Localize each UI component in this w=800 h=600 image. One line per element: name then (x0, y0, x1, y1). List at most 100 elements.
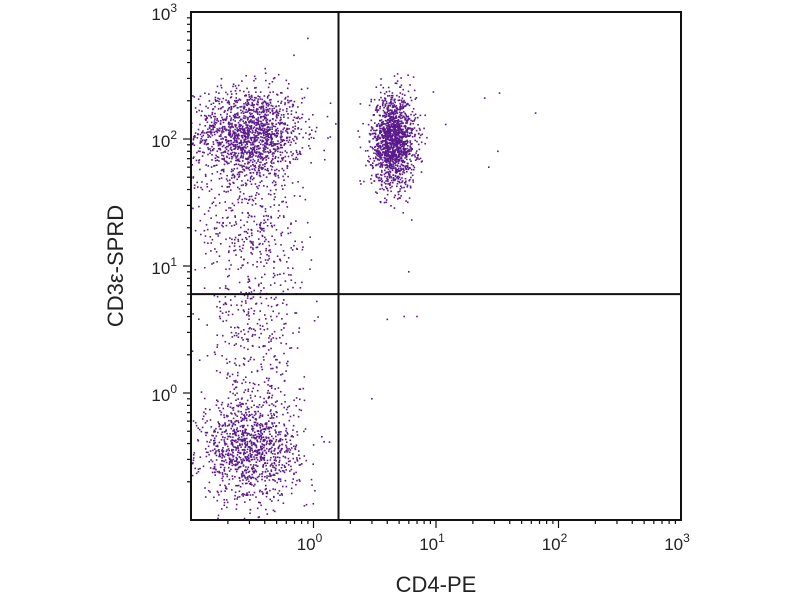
data-point (383, 97, 386, 99)
data-point (411, 143, 413, 145)
data-point (225, 178, 228, 180)
data-point (273, 422, 276, 424)
data-point (249, 454, 252, 456)
data-point (293, 195, 296, 197)
data-point (248, 107, 250, 110)
data-point (270, 387, 273, 389)
data-point (260, 153, 263, 155)
data-point (383, 151, 386, 153)
data-point (391, 140, 393, 142)
data-point (370, 98, 373, 101)
data-point (200, 186, 202, 189)
data-point (393, 167, 395, 169)
data-point (408, 118, 411, 120)
data-point (192, 95, 194, 97)
data-point (263, 446, 265, 449)
data-point (234, 491, 237, 494)
data-point (259, 153, 262, 156)
data-point (249, 176, 252, 178)
data-point (285, 408, 288, 411)
data-point (398, 124, 400, 127)
data-point (235, 441, 238, 444)
data-point (406, 158, 408, 161)
data-point (280, 102, 282, 104)
data-point (254, 395, 256, 397)
data-point (256, 111, 258, 113)
data-point (395, 116, 397, 118)
data-point (239, 404, 242, 406)
data-point (216, 221, 218, 224)
data-point (359, 180, 361, 182)
data-point (306, 221, 309, 224)
data-point (275, 109, 278, 112)
data-point (245, 412, 247, 414)
data-point (265, 104, 268, 106)
data-point (236, 427, 238, 429)
data-point (296, 460, 299, 462)
data-point (254, 183, 257, 185)
data-point (277, 452, 279, 455)
data-point (243, 329, 245, 331)
data-point (394, 128, 397, 131)
data-point (270, 442, 272, 445)
data-point (263, 458, 265, 461)
data-point (286, 87, 289, 90)
data-point (393, 196, 396, 199)
data-point (235, 431, 237, 434)
data-point (260, 157, 262, 160)
data-point (214, 105, 216, 108)
data-point (396, 136, 398, 138)
data-point (275, 188, 277, 191)
data-point (385, 171, 388, 174)
data-point (246, 126, 249, 129)
data-point (300, 102, 303, 104)
data-point (246, 87, 248, 90)
data-point (402, 106, 405, 108)
data-point (219, 310, 222, 313)
data-point (215, 139, 217, 141)
data-point (299, 398, 301, 401)
data-point (244, 415, 246, 418)
data-point (247, 454, 250, 456)
data-point (393, 104, 396, 106)
data-point (221, 436, 224, 439)
data-point (399, 107, 402, 110)
data-point (230, 119, 232, 122)
data-point (299, 150, 301, 153)
data-point (245, 103, 248, 106)
data-point (210, 217, 212, 219)
data-point (248, 491, 250, 493)
data-point (294, 447, 296, 450)
data-point (260, 366, 263, 368)
data-point (293, 100, 296, 103)
data-point (232, 132, 235, 134)
data-point (397, 178, 399, 180)
data-point (271, 394, 274, 397)
data-point (407, 115, 409, 118)
data-point (244, 446, 246, 449)
data-point (270, 222, 272, 224)
data-point (210, 103, 213, 106)
data-point (205, 164, 207, 166)
data-point (221, 450, 223, 452)
data-point (237, 112, 239, 114)
data-point (284, 196, 287, 199)
data-point (221, 401, 224, 404)
data-point (253, 328, 255, 330)
data-point (253, 99, 256, 101)
data-point (203, 151, 205, 154)
data-point (241, 443, 243, 445)
data-point (259, 164, 261, 166)
data-point (367, 149, 369, 152)
data-point (249, 456, 252, 458)
data-point (310, 136, 313, 139)
data-point (381, 104, 384, 107)
data-point (220, 413, 222, 416)
data-point (253, 140, 256, 143)
data-point (392, 177, 395, 179)
data-point (260, 227, 262, 230)
data-point (229, 134, 232, 136)
data-point (225, 119, 227, 122)
data-point (217, 144, 220, 147)
data-point (276, 111, 279, 114)
